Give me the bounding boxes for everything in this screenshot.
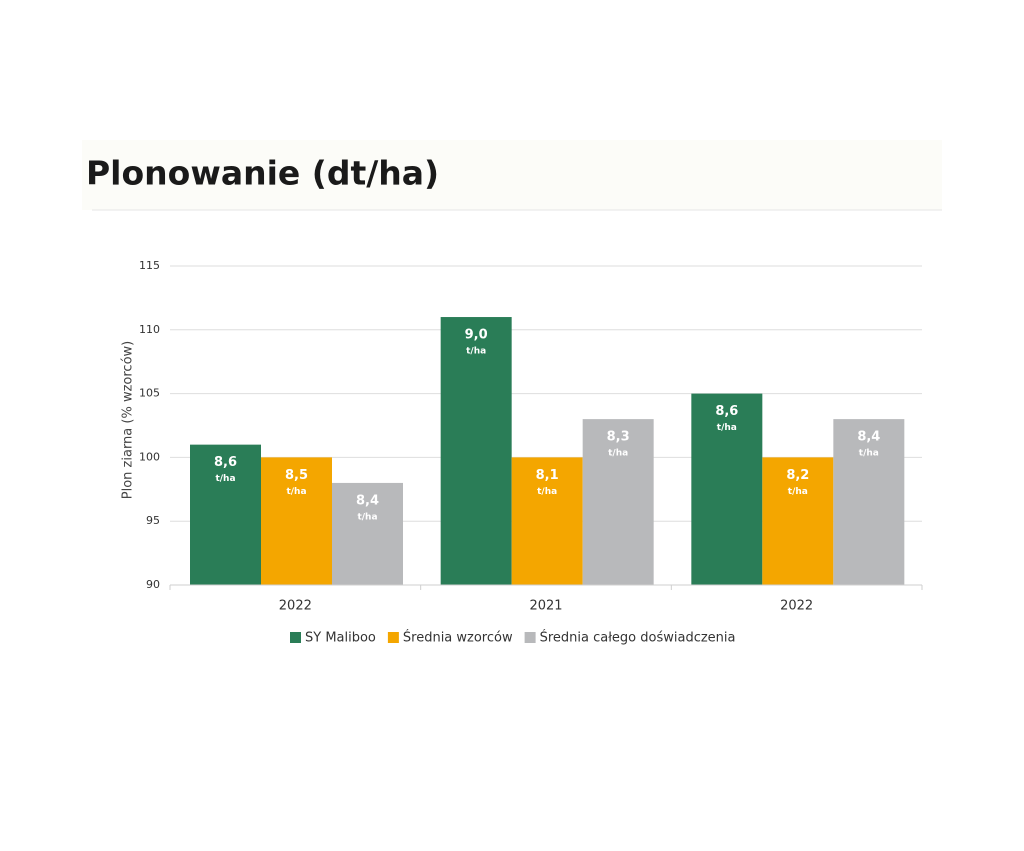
- legend-swatch: [290, 632, 301, 643]
- y-axis-label: Plon ziarna (% wzorców): [121, 341, 136, 499]
- bar: [190, 444, 261, 585]
- x-tick-label: 2022: [279, 599, 312, 614]
- x-tick-label: 2022: [780, 599, 813, 614]
- y-tick-label: 105: [139, 387, 160, 400]
- yield-unit: t/ha: [286, 487, 306, 497]
- yield-unit: t/ha: [859, 449, 879, 459]
- yield-label: 8,1: [536, 468, 559, 483]
- bar: [833, 419, 905, 585]
- yield-unit: t/ha: [788, 487, 808, 497]
- bar: [691, 393, 763, 585]
- y-tick-label: 95: [146, 514, 160, 527]
- legend-swatch: [524, 632, 536, 643]
- yield-label: 8,5: [285, 468, 308, 483]
- bar: [440, 317, 512, 585]
- yield-label: 8,2: [786, 468, 809, 483]
- legend-label: SY Maliboo: [305, 631, 376, 646]
- yield-unit: t/ha: [717, 423, 737, 433]
- bar: [332, 482, 403, 585]
- yield-unit: t/ha: [357, 512, 377, 522]
- yield-unit: t/ha: [466, 347, 486, 357]
- y-tick-label: 115: [139, 259, 160, 272]
- yield-unit: t/ha: [537, 487, 557, 497]
- yield-label: 8,3: [607, 430, 630, 445]
- yield-label: 8,6: [214, 455, 237, 470]
- legend-swatch: [387, 632, 399, 643]
- yield-unit: t/ha: [608, 449, 628, 459]
- y-tick-label: 100: [139, 450, 160, 463]
- bar: [762, 457, 834, 585]
- x-tick-label: 2021: [529, 599, 562, 614]
- yield-unit: t/ha: [215, 474, 235, 484]
- yield-label: 8,4: [356, 493, 379, 508]
- y-tick-label: 110: [139, 323, 160, 336]
- bar: [261, 457, 332, 585]
- y-tick-label: 90: [146, 578, 160, 591]
- bar: [582, 419, 654, 585]
- yield-label: 8,6: [715, 404, 738, 419]
- title-band: [82, 140, 942, 210]
- chart-title: Plonowanie (dt/ha): [86, 154, 439, 193]
- legend-label: Średnia wzorców: [403, 630, 513, 646]
- yield-label: 9,0: [465, 328, 488, 343]
- legend-label: Średnia całego doświadczenia: [540, 630, 736, 646]
- yield-label: 8,4: [857, 430, 880, 445]
- bar: [511, 457, 583, 585]
